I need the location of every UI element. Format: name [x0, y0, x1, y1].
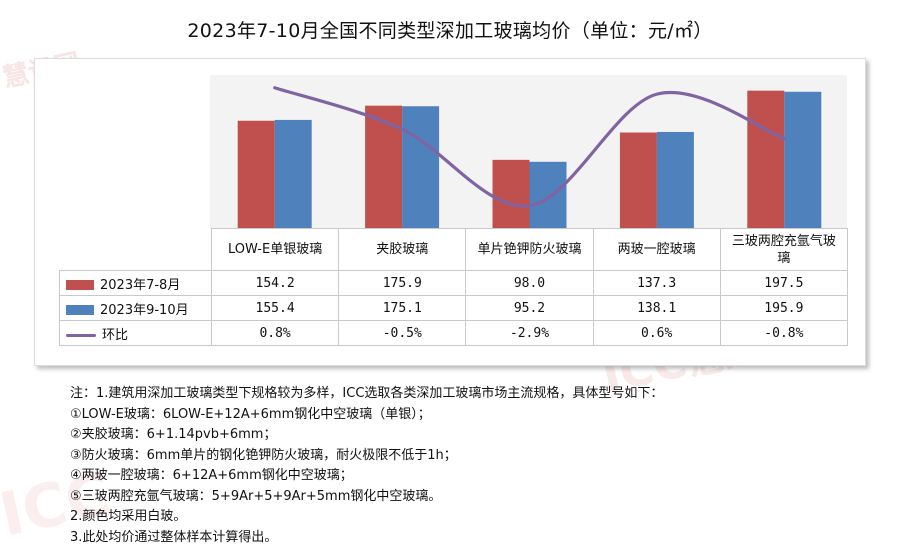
data-label: 175.1 [338, 295, 467, 321]
bar-series2 [784, 91, 822, 228]
footnotes: 注：1.建筑用深加工玻璃类型下规格较为多样，ICC选取各类深加工玻璃市场主流规格… [70, 384, 870, 548]
category-label-text: 三玻两腔充氩气玻璃 [731, 233, 836, 266]
legend-label: 2023年7-8月 [100, 277, 181, 293]
data-table: LOW-E单银玻璃 夹胶玻璃 单片铯钾防火玻璃 两玻一腔玻璃 三玻两腔充氩气玻璃… [59, 228, 849, 346]
category-label: 单片铯钾防火玻璃 [465, 228, 594, 271]
bar-series1 [747, 90, 785, 228]
data-label: 175.9 [338, 270, 467, 296]
bar-series2 [656, 131, 694, 228]
footnote-line: ①LOW-E玻璃：6LOW-E+12A+6mm钢化中空玻璃（单银）； [70, 406, 431, 422]
chart-title: 2023年7-10月全国不同类型深加工玻璃均价（单位：元/㎡） [187, 20, 713, 42]
footnote-line: ⑤三玻两腔充氩气玻璃：5+9Ar+5+9Ar+5mm钢化中空玻璃。 [70, 488, 442, 504]
data-label: -0.8% [719, 320, 849, 346]
data-label: -2.9% [465, 320, 594, 346]
category-label-text: 夹胶玻璃 [376, 242, 429, 257]
legend-label: 环比 [102, 327, 129, 343]
footnote-line: ③防火玻璃：6mm单片的钢化铯钾防火玻璃，耐火极限不低于1h； [70, 447, 457, 463]
legend-entry-series2: 2023年9-10月 [59, 295, 212, 321]
table-row-ring-ratio: 环比 0.8% -0.5% -2.9% 0.6% -0.8% [59, 320, 849, 346]
data-label: 0.8% [210, 320, 340, 346]
footnote-line: ②夹胶玻璃：6+1.14pvb+6mm； [70, 427, 277, 442]
data-label: -0.5% [338, 320, 467, 346]
category-label: 夹胶玻璃 [338, 228, 467, 271]
ring-ratio-line [273, 86, 786, 208]
legend-entry-ring-ratio: 环比 [59, 320, 212, 346]
bar-series2 [529, 161, 567, 228]
category-label: 三玻两腔充氩气玻璃 [719, 228, 849, 271]
table-corner [59, 228, 212, 271]
bar-series1 [619, 132, 657, 228]
data-label: 95.2 [465, 295, 594, 321]
legend-entry-series1: 2023年7-8月 [59, 270, 212, 296]
data-label: 195.9 [719, 295, 849, 321]
legend-label: 2023年9-10月 [100, 302, 189, 318]
footnote-line: 3.此处均价通过整体样本计算得出。 [70, 529, 278, 545]
legend-line-swatch [66, 333, 96, 337]
table-header-row: LOW-E单银玻璃 夹胶玻璃 单片铯钾防火玻璃 两玻一腔玻璃 三玻两腔充氩气玻璃 [59, 228, 849, 271]
legend-swatch-blue [66, 305, 94, 315]
category-label-text: LOW-E单银玻璃 [227, 242, 323, 257]
category-label: LOW-E单银玻璃 [210, 228, 340, 271]
bar-series1 [237, 120, 275, 228]
bar-series2 [274, 119, 312, 228]
legend-swatch-red [66, 280, 94, 290]
data-label: 137.3 [592, 270, 721, 296]
category-label-text: 单片铯钾防火玻璃 [477, 242, 582, 257]
bar-series2 [402, 106, 440, 228]
table-row-series1: 2023年7-8月 154.2 175.9 98.0 137.3 197.5 [59, 270, 849, 296]
data-label: 154.2 [210, 270, 340, 296]
category-label: 两玻一腔玻璃 [592, 228, 721, 271]
bar-series1 [365, 105, 403, 228]
footnote-line: 2.颜色均采用白玻。 [70, 509, 187, 524]
footnote-line: ④两玻一腔玻璃：6+12A+6mm钢化中空玻璃； [70, 468, 353, 483]
data-label: 197.5 [719, 270, 849, 296]
data-label: 98.0 [465, 270, 594, 296]
footnote-line: 注：1.建筑用深加工玻璃类型下规格较为多样，ICC选取各类深加工玻璃市场主流规格… [70, 386, 664, 401]
category-label-text: 两玻一腔玻璃 [617, 242, 696, 257]
data-label: 138.1 [592, 295, 721, 321]
data-label: 155.4 [210, 295, 340, 321]
bar-series1 [492, 159, 530, 228]
table-row-series2: 2023年9-10月 155.4 175.1 95.2 138.1 195.9 [59, 295, 849, 321]
data-label: 0.6% [592, 320, 721, 346]
